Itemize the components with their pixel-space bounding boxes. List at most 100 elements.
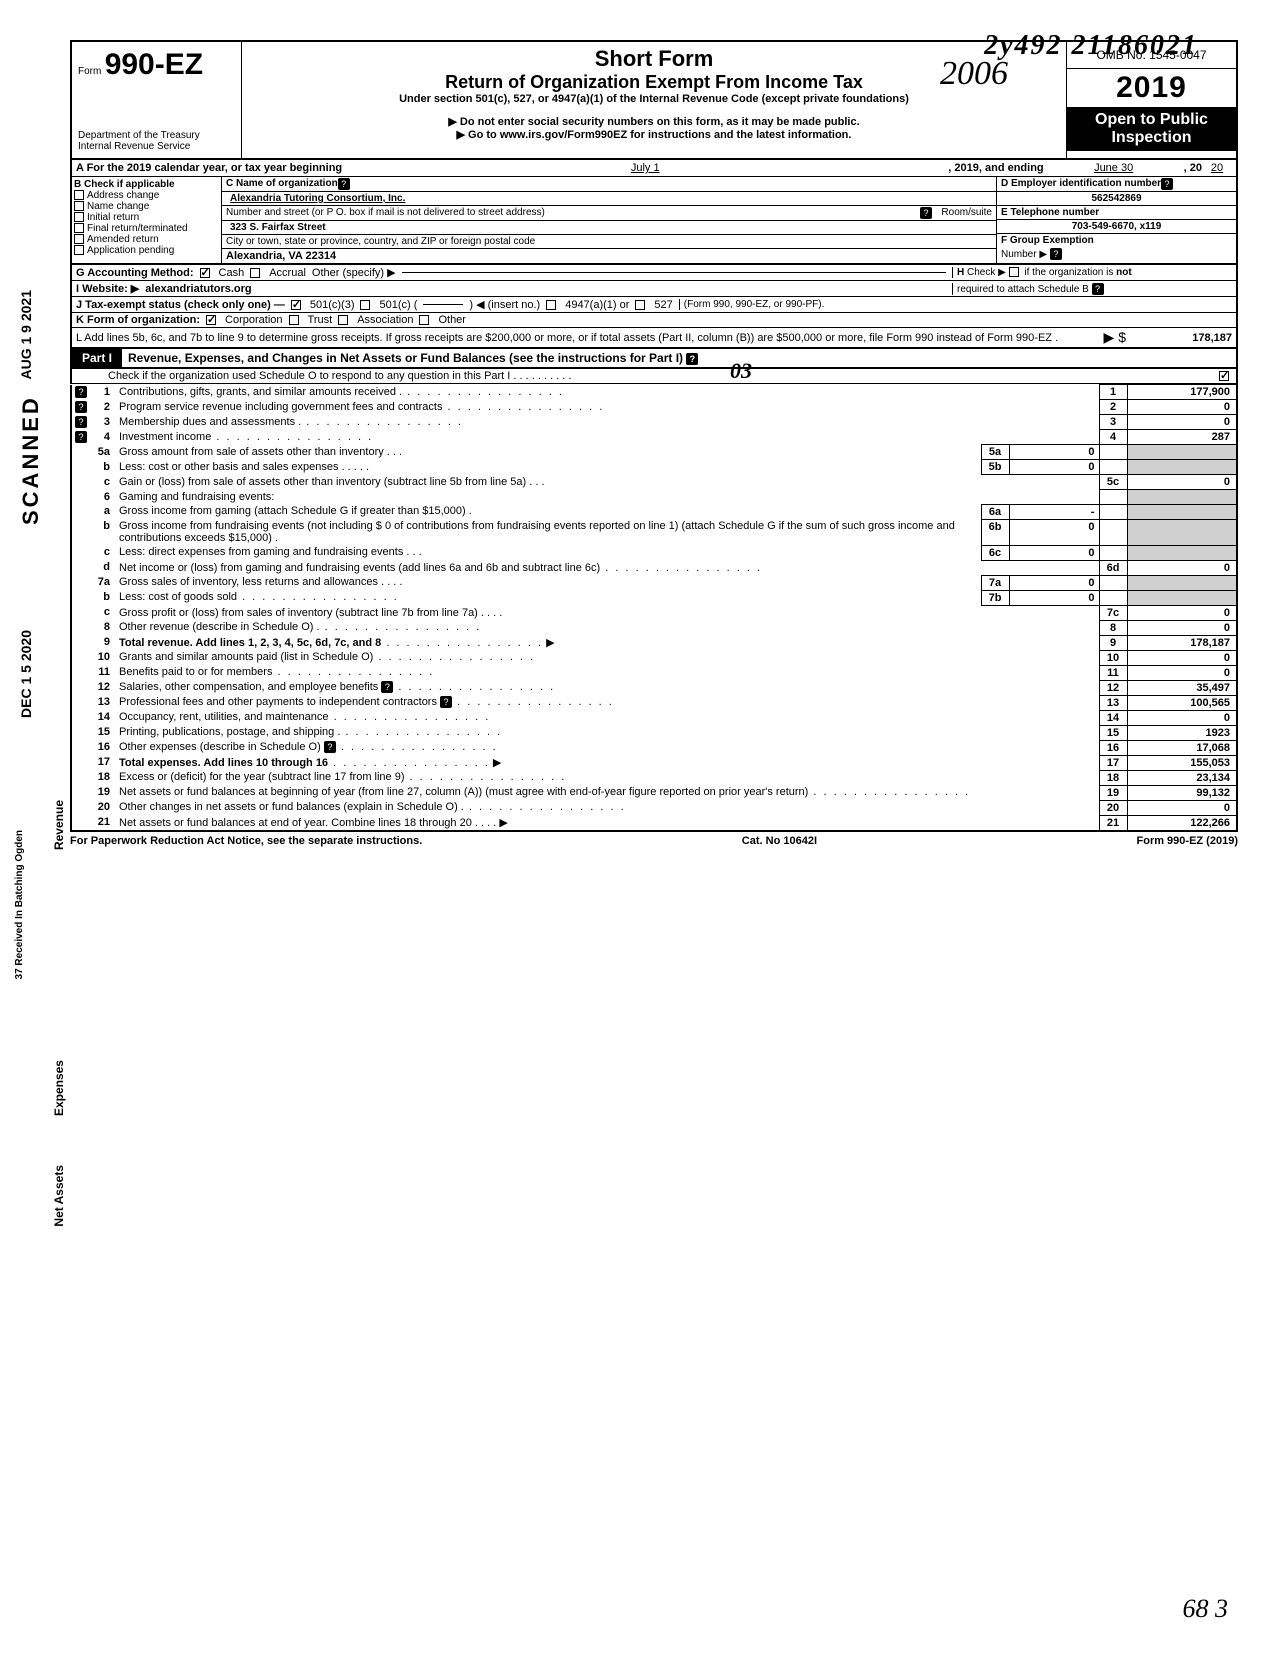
help-icon[interactable]: ? [381, 681, 393, 693]
help-icon[interactable]: ? [1050, 248, 1062, 260]
line-5b-text: Less: cost or other basis and sales expe… [119, 461, 345, 473]
help-icon[interactable]: ? [1092, 283, 1104, 295]
line-5a-ival: 0 [1009, 445, 1099, 460]
c-street-label: Number and street (or P O. box if mail i… [226, 207, 545, 219]
col-b: B Check if applicable Address change Nam… [72, 177, 222, 263]
line-7a-ival: 0 [1009, 575, 1099, 590]
opt-trust: Trust [308, 314, 333, 326]
e-label: E Telephone number [1001, 207, 1099, 218]
col-def: D Employer identification number ? 56254… [996, 177, 1236, 263]
l-value: 178,187 [1132, 332, 1232, 344]
line-3-val: 0 [1127, 415, 1237, 430]
line-9-val: 178,187 [1127, 635, 1237, 650]
line-6d-val: 0 [1127, 560, 1237, 575]
chk-corp[interactable] [206, 315, 216, 325]
help-icon[interactable]: ? [324, 741, 336, 753]
row-a-yy[interactable]: 20 [1202, 162, 1232, 174]
chk-accrual[interactable] [250, 268, 260, 278]
chk-assoc[interactable] [338, 315, 348, 325]
line-4-text: Investment income [119, 431, 211, 443]
chk-pending[interactable] [74, 245, 84, 255]
f-label: F Group Exemption [1001, 235, 1094, 246]
row-a-label: A For the 2019 calendar year, or tax yea… [76, 162, 342, 174]
line-17-text: Total expenses. Add lines 10 through 16 [119, 757, 328, 769]
help-icon[interactable]: ? [75, 386, 87, 398]
f-label2: Number ▶ [1001, 249, 1047, 260]
line-14-val: 0 [1127, 710, 1237, 725]
row-a-end[interactable]: June 30 [1044, 162, 1184, 174]
row-a-begin[interactable]: July 1 [342, 162, 948, 174]
row-a-mid: , 2019, and ending [948, 162, 1043, 174]
subtitle: Under section 501(c), 527, or 4947(a)(1)… [250, 93, 1058, 105]
website[interactable]: alexandriatutors.org [145, 283, 946, 295]
line-7a-text: Gross sales of inventory, less returns a… [119, 576, 378, 588]
header-stamp-number: 2y492 21186021 [984, 30, 1198, 62]
l-text: L Add lines 5b, 6c, and 7b to line 9 to … [76, 332, 1098, 344]
chk-address-change[interactable] [74, 190, 84, 200]
help-icon[interactable]: ? [75, 416, 87, 428]
chk-501c3[interactable] [291, 300, 301, 310]
line-5b-ival: 0 [1009, 460, 1099, 475]
org-street[interactable]: 323 S. Fairfax Street [226, 222, 992, 233]
line-20-val: 0 [1127, 800, 1237, 815]
opt-4947: 4947(a)(1) or [565, 299, 629, 311]
line-7b-text: Less: cost of goods sold [119, 591, 237, 603]
chk-name-change[interactable] [74, 201, 84, 211]
chk-501c[interactable] [360, 300, 370, 310]
help-icon[interactable]: ? [338, 178, 350, 190]
help-icon[interactable]: ? [686, 353, 698, 365]
line-12-val: 35,497 [1127, 680, 1237, 695]
line-3-text: Membership dues and assessments . [119, 416, 301, 428]
opt-address-change: Address change [87, 190, 159, 201]
row-a-right: , 20 [1184, 162, 1202, 174]
g-label: G Accounting Method: [76, 267, 194, 279]
side-aug-date: AUG 1 9 2021 [18, 290, 34, 380]
line-2-val: 0 [1127, 400, 1237, 415]
opt-corp: Corporation [225, 314, 282, 326]
d-label: D Employer identification number [1001, 178, 1161, 190]
ein[interactable]: 562542869 [1001, 193, 1232, 204]
phone[interactable]: 703-549-6670, x119 [1001, 221, 1232, 232]
part1-check-row: Check if the organization used Schedule … [70, 369, 1238, 384]
opt-pending: Application pending [87, 245, 174, 256]
part1-tag: Part I [72, 349, 122, 367]
line-15-text: Printing, publications, postage, and shi… [119, 726, 340, 738]
line-6b-text: Gross income from fundraising events (no… [119, 520, 955, 544]
handwritten-03: 03 [730, 358, 752, 384]
chk-cash[interactable] [200, 268, 210, 278]
form-year: 2019 [1067, 69, 1236, 107]
side-received: 37 Received In Batching Ogden [14, 830, 25, 979]
chk-amended[interactable] [74, 234, 84, 244]
chk-final[interactable] [74, 223, 84, 233]
line-21-text: Net assets or fund balances at end of ye… [119, 817, 472, 829]
col-c: C Name of organization ? Alexandria Tuto… [222, 177, 996, 263]
opt-527: 527 [654, 299, 672, 311]
chk-h[interactable] [1009, 267, 1019, 277]
chk-initial[interactable] [74, 212, 84, 222]
row-k: K Form of organization: Corporation Trus… [70, 313, 1238, 328]
block-bcdef: B Check if applicable Address change Nam… [70, 177, 1238, 265]
chk-schedule-o[interactable] [1219, 371, 1229, 381]
line-16-val: 17,068 [1127, 740, 1237, 755]
help-icon[interactable]: ? [440, 696, 452, 708]
opt-501c: 501(c) ( [379, 299, 417, 311]
lines-table: ?1Contributions, gifts, grants, and simi… [70, 384, 1238, 832]
row-a: A For the 2019 calendar year, or tax yea… [70, 160, 1238, 177]
line-12-text: Salaries, other compensation, and employ… [119, 681, 378, 693]
line-7c-val: 0 [1127, 605, 1237, 620]
line-20-text: Other changes in net assets or fund bala… [119, 801, 464, 813]
org-city[interactable]: Alexandria, VA 22314 [222, 249, 996, 263]
help-icon[interactable]: ? [1161, 178, 1173, 190]
help-icon[interactable]: ? [920, 207, 932, 219]
chk-trust[interactable] [289, 315, 299, 325]
chk-527[interactable] [635, 300, 645, 310]
org-name[interactable]: Alexandria Tutoring Consortium, Inc. [226, 193, 992, 204]
line-13-text: Professional fees and other payments to … [119, 696, 437, 708]
footer: For Paperwork Reduction Act Notice, see … [70, 832, 1238, 847]
help-icon[interactable]: ? [75, 431, 87, 443]
chk-4947[interactable] [546, 300, 556, 310]
side-scanned: SCANNED [18, 395, 44, 525]
chk-other[interactable] [419, 315, 429, 325]
j-label: J Tax-exempt status (check only one) — [76, 299, 285, 311]
help-icon[interactable]: ? [75, 401, 87, 413]
